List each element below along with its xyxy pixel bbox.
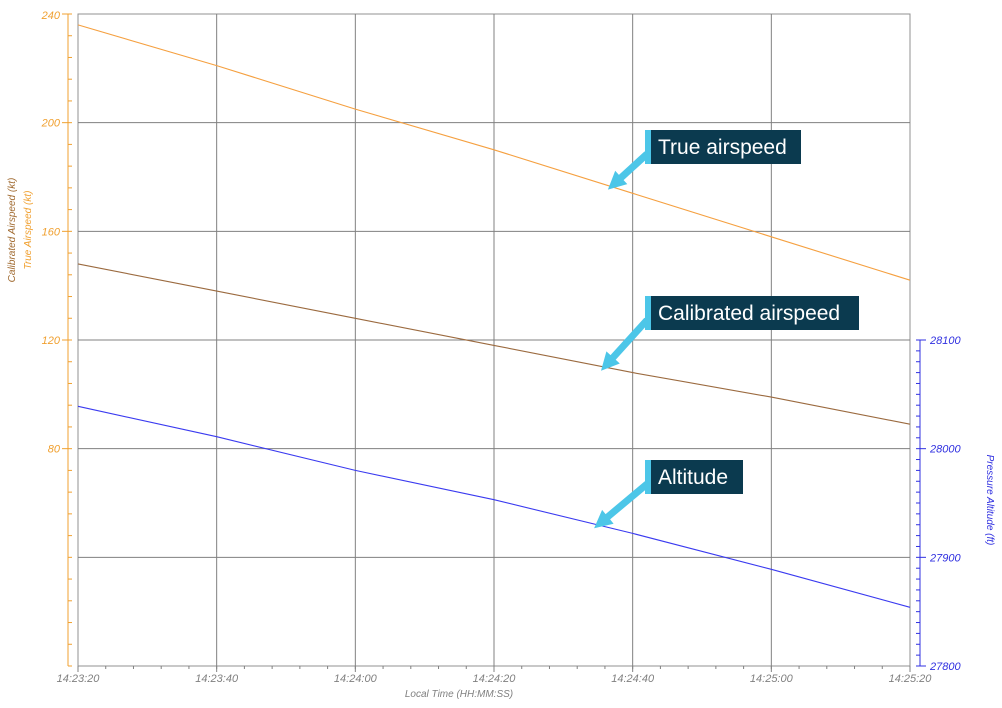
right-tick-label: 27800 [929,661,961,673]
x-axis-ticks: 14:23:20 14:23:40 14:24:00 14:24:20 14:24:40… [57,666,933,685]
minor-ticks [68,13,920,669]
left-tick-label: 200 [41,118,61,130]
callout-true_airspeed: True airspeed [607,130,801,190]
x-axis-label: Local Time (HH:MM:SS) [405,689,513,700]
left-tick-label: 80 [48,444,61,456]
callout-box-edge [645,130,651,164]
left-tick-label: 240 [41,10,61,22]
x-tick-label: 14:23:40 [195,673,239,685]
callout-box-edge [645,460,651,494]
callout-arrow [601,317,650,371]
x-tick-label: 14:24:00 [334,673,378,685]
callout-altitude: Altitude [594,460,743,529]
right-tick-label: 28100 [929,335,961,347]
left-tick-label: 120 [42,335,61,347]
series-line-true_airspeed [77,24,911,281]
callouts: True airspeed Calibrated airspeed Altitude [594,130,859,529]
right-tick-label: 28000 [929,444,961,456]
right-axis-label: Pressure Altitude (ft) [984,455,995,546]
callout-arrow [607,151,650,190]
callout-label: Altitude [658,466,728,489]
gridlines [78,14,910,666]
right-tick-label: 27900 [929,552,961,564]
x-tick-label: 14:23:20 [57,673,101,685]
series-lines [77,24,911,608]
right-axis-ticks: 28100 28000 27900 27800 [920,335,961,673]
x-tick-label: 14:24:20 [473,673,517,685]
series-line-calibrated_airspeed [77,263,911,425]
callout-arrow [594,481,650,529]
callout-box [645,296,859,330]
left-axis-ticks: 240 200 160 120 80 [41,10,68,456]
callout-label: True airspeed [658,136,787,159]
x-tick-label: 14:25:20 [889,673,933,685]
callout-box-edge [645,296,651,330]
series-line-altitude [77,405,911,608]
left-tick-label: 160 [42,226,61,238]
left-axis-label-true: True Airspeed (kt) [23,191,34,270]
left-axis-label-calibrated: Calibrated Airspeed (kt) [7,178,18,283]
callout-label: Calibrated airspeed [658,302,840,325]
x-tick-label: 14:24:40 [611,673,655,685]
callout-calibrated_airspeed: Calibrated airspeed [601,296,859,371]
callout-box [645,460,743,494]
x-tick-label: 14:25:00 [750,673,794,685]
callout-box [645,130,801,164]
